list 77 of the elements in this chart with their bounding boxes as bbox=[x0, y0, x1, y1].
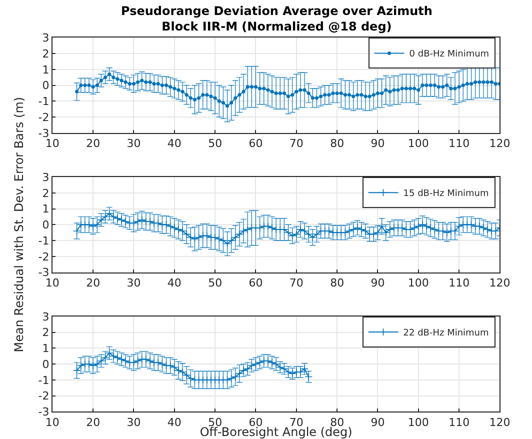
x-tick-label: 40 bbox=[167, 416, 182, 429]
point bbox=[72, 366, 81, 374]
x-tick-label: 40 bbox=[167, 137, 182, 150]
point bbox=[101, 354, 110, 362]
y-tick-label: 0 bbox=[42, 358, 50, 371]
x-tick-label: 90 bbox=[370, 276, 385, 290]
x-tick-label: 60 bbox=[248, 137, 263, 150]
legend-label: 0 dB-Hz Minimum bbox=[409, 50, 490, 60]
x-tick-label: 20 bbox=[86, 276, 100, 290]
point bbox=[93, 360, 102, 368]
point bbox=[252, 360, 260, 368]
point bbox=[158, 360, 166, 368]
point bbox=[142, 355, 150, 364]
x-tick-label: 120 bbox=[489, 416, 510, 429]
x-tick-label: 30 bbox=[126, 276, 141, 290]
y-tick-label: 1 bbox=[42, 342, 50, 356]
y-tick-label: 2 bbox=[42, 186, 50, 200]
x-tick-label: 90 bbox=[370, 137, 385, 150]
x-tick-label: 10 bbox=[45, 137, 60, 150]
x-tick-label: 80 bbox=[330, 137, 344, 150]
y-tick-label: -1 bbox=[38, 95, 50, 108]
x-tick-label: 80 bbox=[330, 276, 344, 290]
x-tick-label: 30 bbox=[126, 137, 141, 150]
x-tick-label: 100 bbox=[408, 416, 429, 429]
x-tick-label: 100 bbox=[408, 137, 429, 150]
x-tick-label: 50 bbox=[208, 137, 222, 150]
y-tick-label: 1 bbox=[42, 63, 50, 76]
y-tick-label: -1 bbox=[38, 374, 50, 387]
x-tick-label: 60 bbox=[248, 276, 263, 290]
x-tick-label: 110 bbox=[448, 276, 470, 290]
y-tick-label: 3 bbox=[42, 310, 50, 324]
x-tick-label: 110 bbox=[448, 416, 470, 429]
y-axis-title: Mean Residual with St. Dev. Error Bars (m) bbox=[12, 96, 26, 352]
y-tick-label: -2 bbox=[38, 390, 50, 403]
y-tick-label: -3 bbox=[38, 126, 50, 140]
y-tick-label: 3 bbox=[42, 170, 50, 184]
x-tick-label: 30 bbox=[126, 416, 141, 429]
x-tick-label: 100 bbox=[408, 276, 429, 290]
point bbox=[146, 357, 154, 365]
y-tick-label: -2 bbox=[38, 250, 50, 264]
point bbox=[256, 358, 264, 366]
y-tick-label: 2 bbox=[42, 47, 50, 60]
y-tick-label: -2 bbox=[38, 110, 50, 124]
point bbox=[105, 349, 114, 357]
point bbox=[227, 374, 236, 382]
point bbox=[244, 364, 252, 373]
x-tick-label: 20 bbox=[86, 416, 100, 429]
point bbox=[264, 357, 272, 365]
y-tick-label: 2 bbox=[42, 326, 50, 340]
x-tick-label: 70 bbox=[289, 276, 304, 290]
point bbox=[223, 376, 232, 384]
point bbox=[76, 362, 85, 370]
x-tick-label: 110 bbox=[448, 137, 470, 150]
point bbox=[97, 357, 106, 365]
x-tick-label: 90 bbox=[370, 416, 385, 429]
x-tick-label: 50 bbox=[208, 276, 222, 290]
point bbox=[236, 370, 244, 378]
point bbox=[134, 357, 142, 365]
point bbox=[232, 372, 240, 381]
y-tick-label: 1 bbox=[42, 202, 50, 216]
x-tick-label: 70 bbox=[289, 137, 304, 150]
x-tick-label: 120 bbox=[489, 276, 510, 290]
chart-title: Pseudorange Deviation Average over Azimuth Block IIR-M (Normalized @18 deg) bbox=[121, 4, 432, 34]
point bbox=[166, 362, 174, 370]
point bbox=[240, 366, 248, 374]
y-tick-label: -1 bbox=[38, 234, 50, 248]
point bbox=[89, 362, 97, 370]
y-tick-label: 0 bbox=[42, 218, 50, 232]
legend-label: 15 dB-Hz Minimum bbox=[403, 189, 489, 200]
y-tick-label: 0 bbox=[42, 79, 50, 92]
y-tick-label: 3 bbox=[42, 32, 50, 45]
x-tick-label: 120 bbox=[489, 137, 510, 150]
x-tick-label: 40 bbox=[167, 276, 182, 290]
point bbox=[248, 362, 256, 370]
x-tick-label: 20 bbox=[86, 137, 100, 150]
point bbox=[85, 360, 93, 368]
legend-label: 22 dB-Hz Minimum bbox=[403, 328, 489, 338]
